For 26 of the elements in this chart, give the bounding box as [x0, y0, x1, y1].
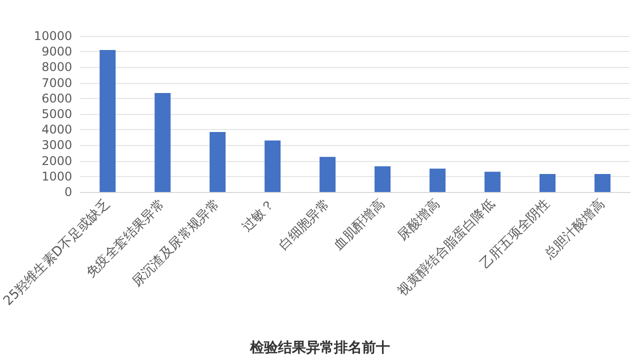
y-tick-label: 1000: [42, 169, 72, 184]
y-tick-label: 9000: [42, 44, 72, 59]
x-tick-label: 过敏？: [240, 196, 278, 235]
text: 检验结果异常排名前十: [249, 340, 390, 356]
y-tick-label: 5000: [42, 107, 72, 121]
x-tick-label: 白细胞异常: [276, 196, 333, 254]
y-tick-label: 10000: [34, 29, 72, 43]
bar: [540, 174, 556, 192]
bar: [430, 168, 446, 192]
y-tick-label: 7000: [42, 76, 72, 90]
y-tick-label: 6000: [42, 91, 72, 106]
y-tick-label: 2000: [42, 154, 72, 168]
bar: [100, 50, 116, 192]
bar: [374, 166, 391, 192]
y-tick-label: 4000: [42, 122, 72, 137]
bar: [594, 174, 611, 192]
bar: [320, 156, 336, 192]
x-tick-label: 尿酸增高: [394, 196, 443, 244]
y-tick-label: 3000: [42, 138, 72, 152]
y-tick-label: 0: [64, 185, 72, 199]
bar: [154, 92, 171, 192]
bar: [484, 172, 501, 192]
x-tick-label: 血肌酐增高: [330, 196, 388, 254]
bar: [210, 132, 226, 192]
bar: [264, 140, 281, 192]
y-tick-label: 8000: [42, 60, 72, 74]
